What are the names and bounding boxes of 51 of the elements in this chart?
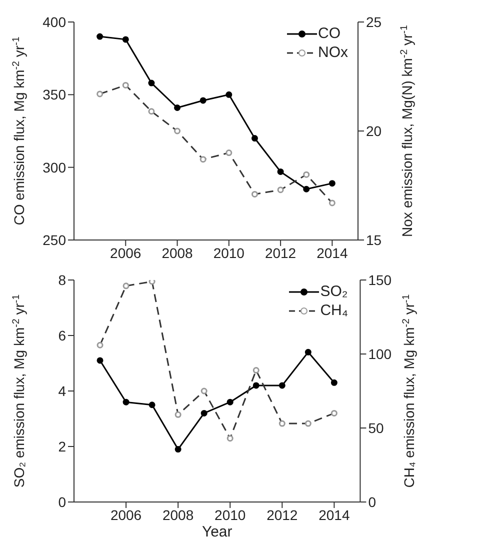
y-tick-label: 0 <box>58 494 66 510</box>
legend-label: CO <box>318 24 340 43</box>
point <box>226 398 234 406</box>
y2-tick-label: 20 <box>366 122 382 139</box>
legend-label: SO₂ <box>320 282 348 301</box>
x-tick-label: 2006 <box>110 244 142 261</box>
y-tick-label: 6 <box>58 327 66 344</box>
x-tick-label: 2014 <box>316 244 348 261</box>
y2-tick-label: 15 <box>366 232 382 248</box>
point <box>330 379 338 386</box>
point <box>304 348 312 356</box>
point <box>252 382 260 389</box>
point <box>328 180 336 187</box>
x-tick-label: 2008 <box>162 506 194 523</box>
y-tick-label: 250 <box>42 232 66 248</box>
point <box>303 186 310 192</box>
point <box>174 446 182 453</box>
x-tick-label: 2012 <box>264 244 296 261</box>
legend-label: CH₄ <box>320 301 348 320</box>
y-tick-label: 400 <box>42 14 66 30</box>
point <box>200 410 208 416</box>
point <box>277 168 284 175</box>
x-tick-label: 2010 <box>213 244 245 261</box>
x-tick-label: 2012 <box>266 506 298 523</box>
x-tick-label: 2006 <box>110 506 142 523</box>
point <box>96 357 104 364</box>
point <box>251 135 258 142</box>
point <box>122 398 130 406</box>
y2-tick-label: 100 <box>368 346 392 362</box>
y-tick-label: 350 <box>42 86 66 103</box>
x-tick-label: 2008 <box>162 244 194 261</box>
y2-tick-label: 150 <box>368 272 392 288</box>
x-axis-title: Year <box>202 524 232 541</box>
point <box>174 104 181 111</box>
y-tick-label: 8 <box>58 272 66 288</box>
point <box>122 36 129 43</box>
legend-label: NOx <box>318 43 348 62</box>
y-tick-label: 300 <box>42 159 66 176</box>
y2-tick-label: 0 <box>368 494 376 510</box>
x-tick-label: 2010 <box>214 506 246 523</box>
point <box>96 33 104 40</box>
point <box>148 80 155 86</box>
point <box>278 382 286 389</box>
y2-tick-label: 25 <box>366 14 382 30</box>
y-tick-label: 4 <box>58 382 66 399</box>
point <box>200 97 206 104</box>
point <box>226 91 232 98</box>
y2-tick-label: 50 <box>368 420 384 436</box>
x-tick-label: 2014 <box>318 506 350 523</box>
point <box>148 402 156 408</box>
y-tick-label: 2 <box>58 438 66 454</box>
